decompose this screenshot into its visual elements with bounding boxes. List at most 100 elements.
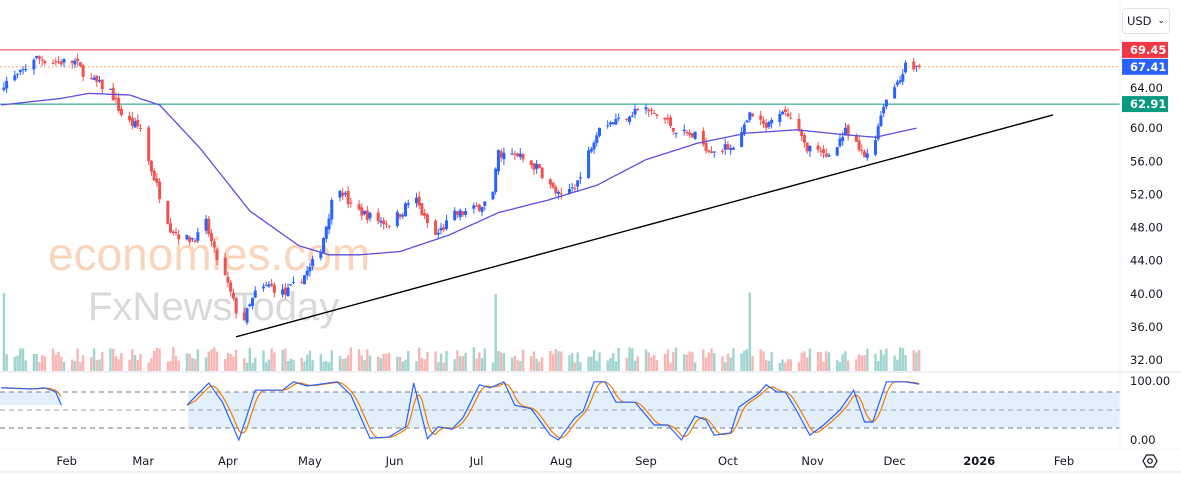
- currency-label: USD: [1126, 14, 1152, 28]
- volume-bar: [346, 355, 350, 371]
- candle: [188, 237, 192, 242]
- candle: [685, 131, 689, 134]
- candle: [884, 99, 888, 107]
- candle: [98, 80, 102, 82]
- candle: [630, 115, 634, 117]
- volume-bar: [590, 356, 593, 371]
- volume-bar: [663, 354, 667, 371]
- volume-bar: [770, 351, 773, 371]
- volume-bar: [683, 354, 686, 371]
- volume-bar: [62, 361, 66, 371]
- candle: [245, 308, 249, 323]
- volume-bar: [2, 293, 6, 371]
- candle: [805, 142, 809, 152]
- candle: [783, 109, 787, 112]
- volume-bar: [693, 362, 697, 371]
- stochastic-pane: [0, 381, 1120, 442]
- volume-bar: [377, 356, 380, 371]
- time-label: Oct: [718, 454, 738, 468]
- volume-bar: [420, 358, 424, 371]
- volume-bar: [234, 349, 238, 371]
- candle: [319, 252, 323, 259]
- candle: [357, 204, 361, 210]
- volume-bar: [628, 347, 631, 371]
- volume-bar: [322, 361, 325, 371]
- candle: [704, 142, 708, 151]
- candle: [171, 231, 175, 233]
- trendline[interactable]: [235, 114, 1054, 338]
- candle: [764, 123, 768, 129]
- volume-bar: [232, 356, 235, 371]
- volume-bar: [786, 359, 790, 371]
- candle: [139, 127, 143, 129]
- settings-icon[interactable]: [1142, 454, 1158, 468]
- candle: [912, 61, 916, 70]
- volume-bar: [595, 360, 598, 371]
- candle: [16, 73, 20, 75]
- volume-bar: [300, 357, 303, 371]
- volume-bar: [625, 357, 629, 371]
- candle: [382, 220, 386, 225]
- volume-bar: [519, 360, 522, 371]
- volume-bar: [652, 354, 656, 371]
- candle: [185, 235, 189, 240]
- support-tag: [1122, 96, 1168, 113]
- volume-bar: [633, 360, 637, 371]
- candle: [751, 113, 755, 117]
- candle: [100, 79, 104, 90]
- volume-bar: [224, 359, 227, 371]
- candle: [57, 61, 61, 63]
- volume-bar: [245, 362, 249, 371]
- volume-bar: [655, 360, 659, 371]
- candle: [248, 304, 252, 307]
- candle: [158, 181, 162, 200]
- candle: [35, 56, 39, 58]
- candle: [95, 75, 99, 82]
- time-label: Jun: [385, 454, 404, 468]
- volume-bar: [262, 350, 265, 371]
- currency-selector[interactable]: USD ⌄: [1122, 8, 1170, 34]
- volume-bar: [286, 360, 290, 371]
- candle: [272, 284, 276, 293]
- volume-bar: [210, 349, 213, 371]
- candle: [270, 283, 274, 286]
- volume-bar: [516, 360, 519, 371]
- candle: [18, 70, 22, 73]
- candle: [535, 163, 539, 169]
- candle: [863, 151, 867, 158]
- volume-bar: [530, 356, 533, 371]
- volume-bar: [745, 349, 749, 371]
- candle: [324, 226, 328, 239]
- candle: [43, 61, 47, 64]
- candle: [51, 63, 55, 65]
- volume-bar: [483, 348, 486, 371]
- volume-bar: [128, 359, 131, 371]
- candle: [540, 167, 544, 179]
- volume-bar: [136, 360, 139, 371]
- candle: [578, 177, 582, 179]
- candle: [901, 74, 905, 82]
- candle: [376, 212, 380, 222]
- time-axis[interactable]: Feb Mar Apr May Jun Jul Aug Sep Oct Nov Dec 2026 Feb: [57, 454, 1075, 468]
- volume-bar: [611, 353, 615, 371]
- price-axis[interactable]: 64.00 60.00 56.00 52.00 48.00 44.00 40.00 36.00…: [1130, 81, 1163, 367]
- candle: [330, 200, 334, 220]
- candle: [349, 202, 353, 204]
- volume-bar: [338, 356, 342, 371]
- candle: [338, 190, 342, 198]
- volume-bar: [472, 347, 476, 371]
- volume-bar: [24, 360, 27, 371]
- volume-bar: [133, 355, 137, 371]
- volume-bar: [688, 351, 691, 371]
- watermark-fxnewstoday: FxNewsToday: [88, 285, 339, 329]
- volume-bar: [147, 362, 150, 371]
- candle: [557, 191, 561, 194]
- volume-bar: [458, 356, 462, 371]
- volume-bar: [267, 359, 271, 371]
- candle: [152, 170, 156, 181]
- candle: [155, 178, 159, 183]
- candle: [494, 168, 498, 192]
- volume-bar: [21, 348, 25, 371]
- candle: [843, 127, 847, 135]
